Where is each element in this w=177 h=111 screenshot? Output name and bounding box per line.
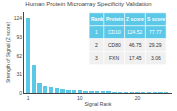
- svg-text:93: 93: [16, 34, 22, 40]
- svg-text:Signal Rank: Signal Rank: [85, 101, 112, 107]
- svg-text:Z score: Z score: [126, 16, 144, 22]
- svg-text:Rank: Rank: [91, 16, 103, 22]
- svg-text:77.77: 77.77: [149, 29, 162, 35]
- svg-text:20: 20: [135, 95, 141, 101]
- svg-text:31: 31: [16, 71, 22, 77]
- svg-text:3.06: 3.06: [151, 55, 161, 61]
- svg-text:62: 62: [16, 53, 22, 59]
- svg-text:S score: S score: [147, 16, 165, 22]
- svg-text:CD80: CD80: [108, 42, 121, 48]
- svg-text:1: 1: [95, 29, 98, 35]
- svg-text:46.75: 46.75: [129, 42, 142, 48]
- svg-text:10: 10: [77, 95, 83, 101]
- svg-text:Protein: Protein: [106, 16, 123, 22]
- svg-text:2: 2: [95, 42, 98, 48]
- svg-text:1: 1: [27, 95, 30, 101]
- svg-text:Human Protein Microarray Speci: Human Protein Microarray Specificity Val…: [25, 1, 151, 7]
- svg-text:124.52: 124.52: [127, 29, 143, 35]
- svg-text:FXN: FXN: [109, 55, 119, 61]
- svg-text:Strength of Signal (Z score): Strength of Signal (Z score): [5, 22, 11, 83]
- svg-text:17.45: 17.45: [129, 55, 142, 61]
- svg-text:0: 0: [19, 90, 22, 96]
- svg-text:29.29: 29.29: [149, 42, 162, 48]
- svg-text:3: 3: [95, 55, 98, 61]
- svg-text:124: 124: [14, 15, 23, 21]
- svg-text:CD10: CD10: [108, 29, 121, 35]
